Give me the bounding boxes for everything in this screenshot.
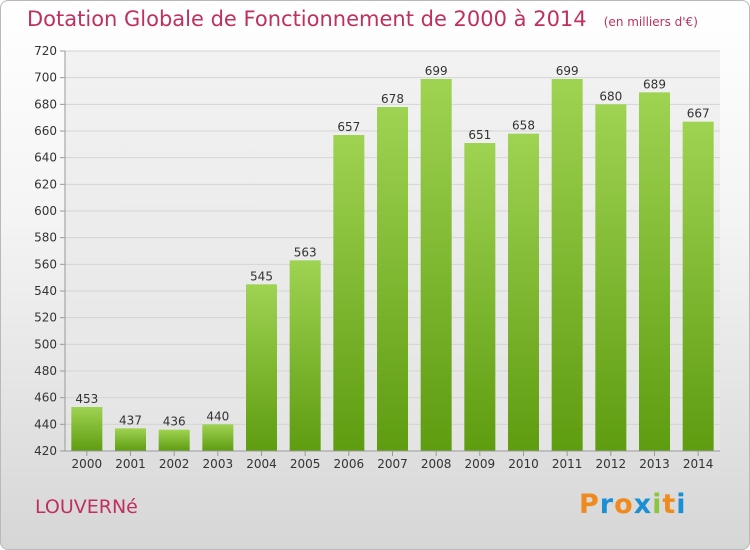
y-tick-label: 660	[34, 124, 57, 138]
data-label-2003: 440	[206, 409, 229, 423]
y-tick-label: 500	[34, 337, 57, 351]
y-tick-label: 460	[34, 391, 57, 405]
bar-2011	[551, 79, 583, 451]
bar-2008	[420, 79, 452, 451]
chart-title-block: Dotation Globale de Fonctionnement de 20…	[27, 7, 698, 31]
y-tick-label: 560	[34, 257, 57, 271]
bars	[71, 79, 714, 452]
data-label-2007: 678	[381, 92, 404, 106]
y-tick-label: 720	[34, 44, 57, 58]
y-tick-label: 700	[34, 71, 57, 85]
x-tick-label-2003: 2003	[203, 457, 234, 471]
logo-letter: x	[633, 489, 653, 520]
x-tick-label-2007: 2007	[377, 457, 408, 471]
y-tick-label: 540	[34, 284, 57, 298]
bar-2010	[508, 133, 539, 451]
data-label-2012: 680	[599, 89, 622, 103]
data-label-2000: 453	[75, 392, 98, 406]
logo-letter: P	[579, 489, 600, 520]
logo-letter: o	[614, 489, 634, 520]
bar-2005	[289, 260, 321, 451]
x-tick-label-2001: 2001	[115, 457, 146, 471]
x-tick-label-2008: 2008	[421, 457, 452, 471]
bar-2014	[682, 121, 714, 452]
bar-2003	[202, 424, 234, 451]
y-tick-label: 520	[34, 311, 57, 325]
y-tick-label: 580	[34, 231, 57, 245]
x-tick-label-2005: 2005	[290, 457, 321, 471]
x-tick-label-2009: 2009	[465, 457, 496, 471]
data-label-2002: 436	[163, 415, 186, 429]
commune-name: LOUVERNé	[35, 496, 138, 518]
y-axis-ticks: 420 440 460 480 500 520 540 560 580 600 620 640 660 6…	[34, 44, 65, 458]
bar-2001	[115, 428, 146, 451]
chart-title: Dotation Globale de Fonctionnement de 20…	[27, 7, 587, 31]
data-label-2010: 658	[512, 119, 535, 133]
bar-2002	[158, 429, 190, 451]
logo-letter: i	[676, 489, 687, 520]
x-tick-label-2000: 2000	[72, 457, 103, 471]
y-tick-label: 480	[34, 364, 57, 378]
logo-letter: t	[662, 489, 677, 520]
y-tick-label: 420	[34, 444, 57, 458]
data-label-2014: 667	[687, 107, 710, 121]
data-label-2008: 699	[425, 64, 448, 78]
x-tick-label-2006: 2006	[334, 457, 365, 471]
bar-2013	[639, 92, 670, 451]
logo-letter: i	[652, 489, 663, 520]
data-label-2005: 563	[294, 245, 317, 259]
bar-2009	[464, 143, 496, 451]
x-tick-label-2013: 2013	[639, 457, 670, 471]
bar-2004	[246, 284, 277, 451]
logo-letter: r	[599, 489, 615, 520]
x-tick-label-2014: 2014	[683, 457, 714, 471]
x-tick-label-2010: 2010	[508, 457, 539, 471]
data-label-2001: 437	[119, 413, 142, 427]
data-label-2009: 651	[468, 128, 491, 142]
bar-2000	[71, 407, 103, 451]
x-tick-label-2002: 2002	[159, 457, 190, 471]
y-tick-label: 600	[34, 204, 57, 218]
data-label-2011: 699	[556, 64, 579, 78]
chart-subtitle: (en milliers d'€)	[603, 15, 698, 29]
y-tick-label: 620	[34, 177, 57, 191]
y-tick-label: 640	[34, 151, 57, 165]
bar-2006	[333, 135, 365, 451]
proxiti-logo: Proxiti	[579, 489, 687, 520]
x-tick-label-2012: 2012	[596, 457, 627, 471]
data-label-2004: 545	[250, 269, 273, 283]
data-labels: 453 437 436 440 545 563 657 678 699 651 658 699 680 6…	[75, 64, 709, 429]
bar-2007	[377, 107, 408, 451]
data-label-2006: 657	[337, 120, 360, 134]
x-tick-label-2011: 2011	[552, 457, 583, 471]
y-tick-label: 680	[34, 97, 57, 111]
data-label-2013: 689	[643, 77, 666, 91]
bar-2012	[595, 104, 627, 451]
x-tick-label-2004: 2004	[246, 457, 277, 471]
y-tick-label: 440	[34, 417, 57, 431]
x-axis-ticks: 2000 2001 2002 2003 2004 2005 2006 2007 2008 2009…	[72, 451, 714, 471]
